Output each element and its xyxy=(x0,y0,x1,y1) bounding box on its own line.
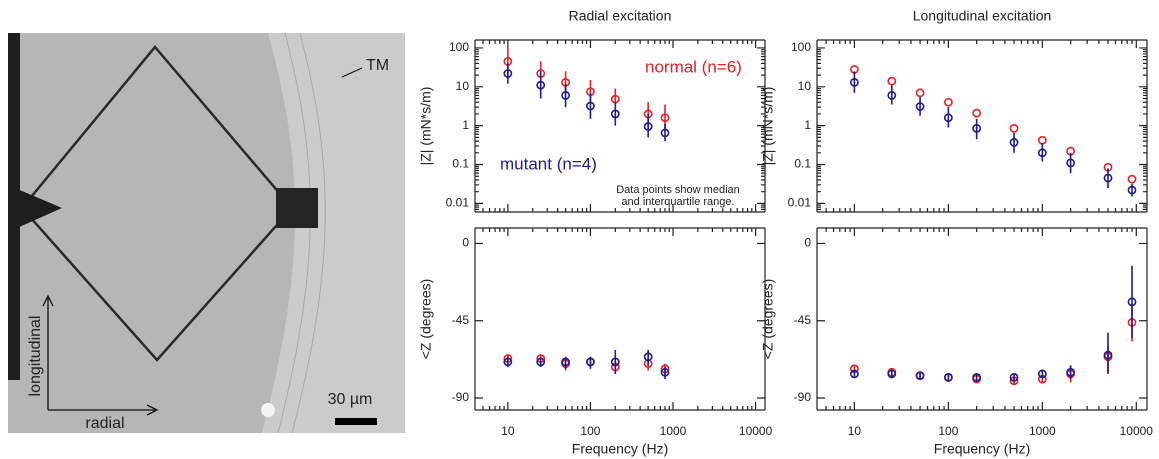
tm-label: TM xyxy=(366,57,389,74)
y-axis-label: |Z| (mN*s/m) xyxy=(760,87,776,166)
axis-frame xyxy=(816,39,1148,213)
data-point xyxy=(915,88,925,98)
y-tick-label: 0.01 xyxy=(446,196,470,210)
x-tick-label: 10 xyxy=(501,424,515,438)
data-point xyxy=(660,367,670,377)
y-tick-label: 100 xyxy=(449,40,469,54)
diamond-frame xyxy=(20,45,294,362)
data-point xyxy=(610,357,620,367)
x-tick-label: 100 xyxy=(580,424,600,438)
longitudinal-label: longitudinal xyxy=(27,316,44,397)
data-point xyxy=(536,80,546,90)
y-tick-label: 0 xyxy=(804,236,811,250)
x-tick-label: 10000 xyxy=(1120,424,1154,438)
bright-spot xyxy=(261,403,275,417)
x-tick-label: 100 xyxy=(938,424,958,438)
direction-arrows xyxy=(42,294,159,416)
y-tick-label: 1 xyxy=(462,118,469,132)
y-tick-label: 0.1 xyxy=(452,157,469,171)
data-point xyxy=(1127,174,1137,184)
data-point xyxy=(643,122,653,131)
data-point xyxy=(1037,369,1047,379)
data-point xyxy=(503,69,513,78)
y-tick-label: -90 xyxy=(452,390,470,404)
x-tick-label: 1000 xyxy=(660,424,687,438)
data-point xyxy=(943,113,953,123)
axis-frame xyxy=(816,227,1148,411)
data-point xyxy=(586,357,595,367)
data-point xyxy=(1066,367,1076,377)
tectorial-membrane xyxy=(262,33,405,433)
data-point xyxy=(660,128,670,138)
y-tick-label: -90 xyxy=(794,390,812,404)
data-point xyxy=(943,97,953,107)
y-tick-label: 100 xyxy=(791,40,811,54)
data-point xyxy=(1127,185,1137,195)
x-axis-label: Frequency (Hz) xyxy=(934,441,1030,457)
data-point xyxy=(849,77,859,87)
micrograph: TM longitudinal radial 30 µm xyxy=(8,32,405,434)
y-tick-label: -45 xyxy=(794,313,812,327)
y-tick-label: -45 xyxy=(452,313,470,327)
annotation: and interquartile range. xyxy=(621,196,734,208)
data-point xyxy=(972,372,982,382)
y-tick-label: 0.01 xyxy=(788,196,812,210)
data-point xyxy=(503,357,513,367)
data-point xyxy=(586,101,595,111)
data-point xyxy=(1127,297,1137,307)
y-tick-label: 10 xyxy=(456,79,470,93)
data-point xyxy=(1009,372,1019,382)
data-point xyxy=(1037,135,1047,145)
probe-tip xyxy=(8,185,62,232)
data-point xyxy=(887,76,897,86)
data-point xyxy=(660,113,670,123)
y-axis-label: <Z (degrees) xyxy=(418,279,434,360)
y-tick-label: 1 xyxy=(804,118,811,132)
data-point xyxy=(1037,148,1047,158)
data-point xyxy=(561,357,570,367)
scale-bar xyxy=(335,418,377,425)
panel-title: Longitudinal excitation xyxy=(913,8,1052,24)
x-axis-label: Frequency (Hz) xyxy=(572,441,668,457)
data-point xyxy=(972,123,982,133)
y-tick-label: 0 xyxy=(462,236,469,250)
scale-bar-label: 30 µm xyxy=(328,391,373,408)
data-point xyxy=(1103,350,1113,360)
x-tick-label: 10 xyxy=(848,424,862,438)
data-point xyxy=(643,352,653,362)
annotation: Data points show median xyxy=(616,184,740,196)
y-axis-label: |Z| (mN*s/m) xyxy=(418,87,434,166)
axis-frame xyxy=(474,227,766,411)
legend-label: mutant (n=4) xyxy=(500,154,597,173)
y-tick-label: 0.1 xyxy=(794,157,811,171)
data-point xyxy=(1066,158,1076,168)
x-tick-label: 10000 xyxy=(739,424,773,438)
radial-label: radial xyxy=(85,415,124,432)
pointer-line xyxy=(341,67,363,78)
data-point xyxy=(1009,123,1019,133)
contact-square xyxy=(276,188,318,228)
data-point xyxy=(610,109,620,119)
data-point xyxy=(1103,173,1113,183)
data-point xyxy=(536,357,546,367)
data-point xyxy=(915,371,925,381)
data-point xyxy=(887,369,897,379)
data-point xyxy=(849,369,859,379)
data-point xyxy=(1009,138,1019,147)
y-axis-label: <Z (degrees) xyxy=(760,279,776,360)
x-tick-label: 1000 xyxy=(1029,424,1056,438)
legend-label: normal (n=6) xyxy=(645,57,742,76)
data-point xyxy=(972,108,982,118)
panel-title: Radial excitation xyxy=(569,8,672,24)
data-point xyxy=(943,372,953,382)
y-tick-label: 10 xyxy=(798,79,812,93)
data-point xyxy=(915,102,925,111)
data-point xyxy=(887,91,897,100)
data-point xyxy=(561,91,570,100)
